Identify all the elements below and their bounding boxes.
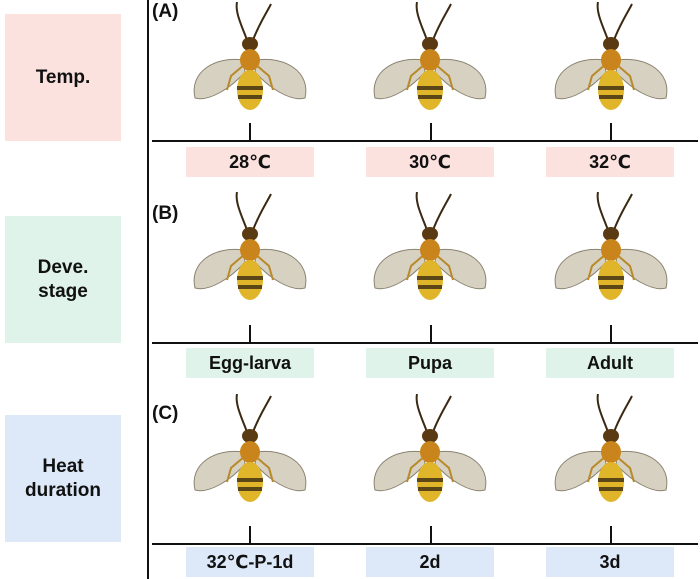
row-c-axis-line: [152, 543, 698, 545]
panel-label-a: (A): [152, 1, 179, 22]
condition-label-3d: 3d: [546, 547, 674, 577]
condition-label-pupa: Pupa: [366, 348, 494, 378]
tick: [430, 526, 432, 544]
wasp-icon: [536, 394, 686, 512]
wasp-icon: [355, 2, 505, 120]
temperature-category-box: Temp.: [5, 14, 121, 141]
tick: [610, 526, 612, 544]
wasp-icon: [175, 192, 325, 310]
development-stage-category-box: Deve. stage: [5, 216, 121, 343]
tick: [430, 123, 432, 141]
wasp-icon: [536, 2, 686, 120]
condition-label-28c: 28℃: [186, 147, 314, 177]
wasp-icon: [175, 394, 325, 512]
panel-label-b: (B): [152, 203, 179, 224]
condition-label-30c: 30℃: [366, 147, 494, 177]
tick: [249, 325, 251, 343]
row-a-axis-line: [152, 140, 698, 142]
wasp-icon: [355, 192, 505, 310]
panel-label-c: (C): [152, 403, 179, 424]
row-b-axis-line: [152, 342, 698, 344]
condition-label-adult: Adult: [546, 348, 674, 378]
tick: [249, 526, 251, 544]
condition-label-32c: 32℃: [546, 147, 674, 177]
condition-label-2d: 2d: [366, 547, 494, 577]
condition-label-1d: 32℃-P-1d: [186, 547, 314, 577]
tick: [610, 123, 612, 141]
wasp-icon: [175, 2, 325, 120]
tick: [430, 325, 432, 343]
tick: [610, 325, 612, 343]
wasp-icon: [536, 192, 686, 310]
condition-label-egg-larva: Egg-larva: [186, 348, 314, 378]
heat-duration-category-box: Heat duration: [5, 415, 121, 542]
tick: [249, 123, 251, 141]
wasp-icon: [355, 394, 505, 512]
vertical-divider: [147, 0, 149, 579]
